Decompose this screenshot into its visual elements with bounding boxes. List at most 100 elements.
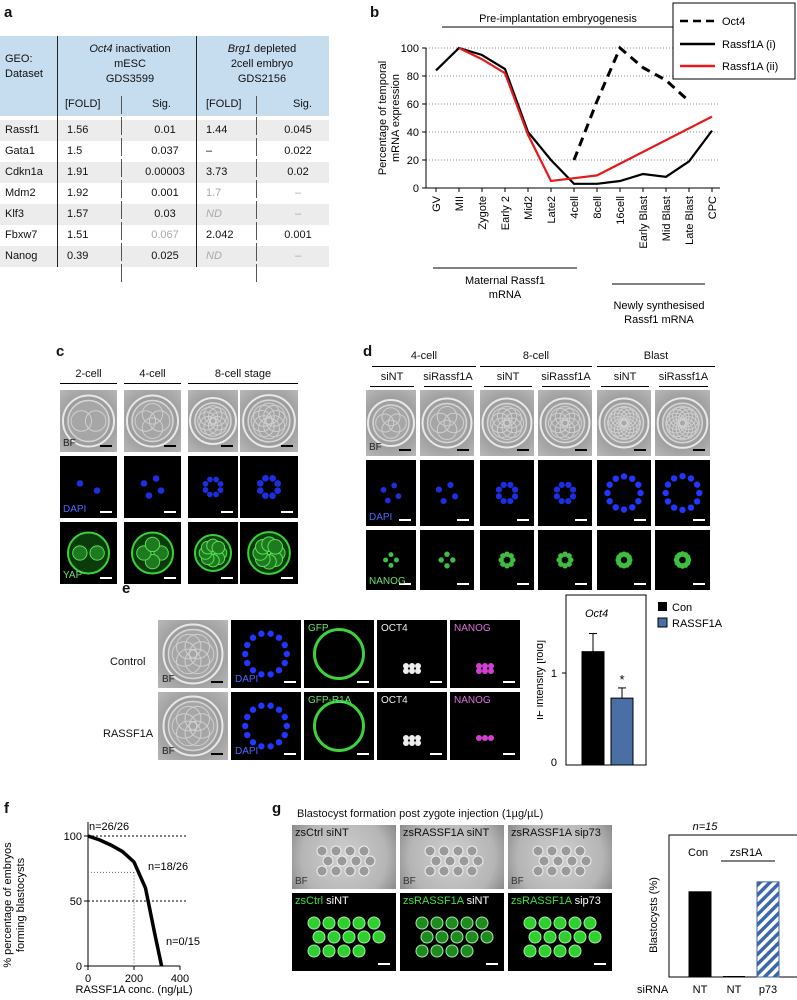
- fold-2: 2.042: [206, 229, 234, 241]
- xtick-label: 0: [85, 973, 91, 985]
- cell-divider: [121, 264, 122, 282]
- cell-divider: [256, 243, 257, 261]
- bar-ylabel: IF intensity [fold]: [537, 640, 546, 720]
- legend-label: Oct4: [722, 16, 745, 28]
- nanog-image: [538, 530, 592, 590]
- significance-star: *: [619, 672, 624, 687]
- scale-bar: [164, 577, 176, 579]
- ytick-label: 60: [407, 99, 419, 111]
- gene-name: Fbxw7: [5, 229, 38, 241]
- channel-label: YAP: [63, 570, 83, 581]
- construct-label: zsCtrl: [295, 895, 324, 907]
- chart-legend: Oct4 Rassf1A (i) Rassf1A (ii): [672, 2, 796, 80]
- fold-1: 1.57: [67, 208, 89, 220]
- scale-bar: [357, 753, 369, 755]
- group2-line1: Brg1 depleted: [227, 43, 297, 55]
- fold-2: 1.44: [206, 124, 228, 136]
- cell-divider: [121, 201, 122, 219]
- bf-image: zsRASSF1A sip73 BF: [508, 825, 612, 889]
- ytick-label: 50: [70, 896, 82, 908]
- channel-label: DAPI: [235, 746, 259, 757]
- construct-label: zsRASSF1A: [403, 895, 464, 907]
- channel-label: BF: [369, 442, 382, 453]
- bf-image: zsCtrl siNT BF: [292, 825, 396, 889]
- nanog-image: NANOG: [366, 530, 416, 590]
- maternal-label-1: Maternal Rassf1: [465, 275, 545, 287]
- channel-label: NANOG: [454, 695, 491, 706]
- fold-1: 1.92: [67, 187, 89, 199]
- scale-bar: [399, 519, 411, 521]
- bf-image: [240, 390, 298, 452]
- geo-label-2: Dataset: [5, 68, 43, 80]
- sirna-underline: [659, 386, 708, 387]
- dose-response-chart: % percentage of embryos forming blastocy…: [2, 821, 200, 996]
- nanog-image: [597, 530, 651, 590]
- gfp-image: GFP-R1A: [304, 692, 374, 760]
- bf-image: BF: [158, 620, 228, 688]
- channel-label: DAPI: [63, 504, 87, 515]
- sig-1: 0.067: [151, 229, 179, 241]
- sirna-label: siNT: [463, 895, 490, 907]
- channel-label: BF: [63, 438, 76, 449]
- sig-2: 0.02: [287, 166, 309, 178]
- cell-divider: [121, 117, 122, 135]
- dapi-image: [480, 460, 534, 526]
- ytick-label: 1: [551, 668, 557, 680]
- col-fold-1: [FOLD]: [65, 98, 101, 110]
- scale-bar: [594, 963, 606, 965]
- blastocyst-barchart: n=15 Con zsR1A NT NT p73 Blastocysts (%) s…: [637, 821, 797, 996]
- xtick-label: 8cell: [592, 196, 604, 219]
- f-xlabel: RASSF1A conc. (ng/µL): [76, 984, 193, 996]
- scale-bar: [281, 511, 293, 513]
- dapi-image: [597, 460, 651, 526]
- sig-2: –: [294, 250, 302, 262]
- dapi-image: [240, 456, 298, 518]
- condition-label: zsRASSF1A siNT: [403, 827, 490, 839]
- g-ylabel: Blastocysts (%): [648, 877, 660, 953]
- cell-divider: [256, 96, 257, 114]
- panel-c-letter: c: [56, 343, 65, 360]
- dapi-image: DAPI: [231, 620, 301, 688]
- panel-e-letter: e: [122, 580, 131, 597]
- legend-label: Rassf1A (ii): [722, 61, 778, 73]
- sig-1: 0.01: [154, 124, 176, 136]
- oct4-line: [572, 45, 691, 161]
- legend-label: RASSF1A: [672, 618, 723, 630]
- newly-label-1: Newly synthesised: [613, 300, 704, 312]
- xtick-label: MII: [454, 196, 466, 211]
- zsgreen-image: zsRASSF1A siNT: [400, 893, 504, 971]
- ylabel-1: Percentage of temporal: [377, 61, 389, 175]
- row-control-label: Control: [110, 656, 146, 668]
- sig-1: 0.001: [151, 187, 179, 199]
- dapi-image: [655, 460, 710, 526]
- temporal-expression-chart: Pre-implantation embryogenesis 0 20 40 60 80…: [377, 2, 796, 326]
- newly-label-2: Rassf1 mRNA: [624, 314, 694, 326]
- construct-label: zsRASSF1A: [511, 895, 572, 907]
- scale-bar: [430, 753, 442, 755]
- legend-swatch: [657, 617, 668, 628]
- channel-label: BF: [511, 876, 524, 887]
- scale-bar: [281, 577, 293, 579]
- ylabel-2: mRNA expression: [390, 74, 402, 162]
- stage-underline: [124, 383, 181, 384]
- bar-frame: [565, 594, 647, 766]
- scale-bar: [284, 753, 296, 755]
- group2-line3: GDS2156: [237, 73, 287, 85]
- table-divider: [196, 36, 197, 267]
- channel-label: OCT4: [381, 623, 408, 634]
- yap-image: [240, 522, 298, 584]
- zsgreen-image: zsCtrl siNT: [292, 893, 396, 971]
- nanog-image: [420, 530, 474, 590]
- ytick-label: 0: [551, 757, 557, 769]
- gene-name: Nanog: [5, 250, 38, 262]
- stage-label: 4-cell: [410, 350, 438, 362]
- n-label-1: n=26/26: [89, 821, 129, 833]
- scale-bar: [457, 449, 469, 451]
- dapi-image: DAPI: [366, 460, 416, 526]
- bf-image: BF: [158, 692, 228, 760]
- bf-image: [420, 390, 474, 456]
- xtick-label: Late Blast: [684, 196, 696, 245]
- bf-image: [480, 390, 534, 456]
- scale-bar: [164, 511, 176, 513]
- scale-bar: [634, 449, 646, 451]
